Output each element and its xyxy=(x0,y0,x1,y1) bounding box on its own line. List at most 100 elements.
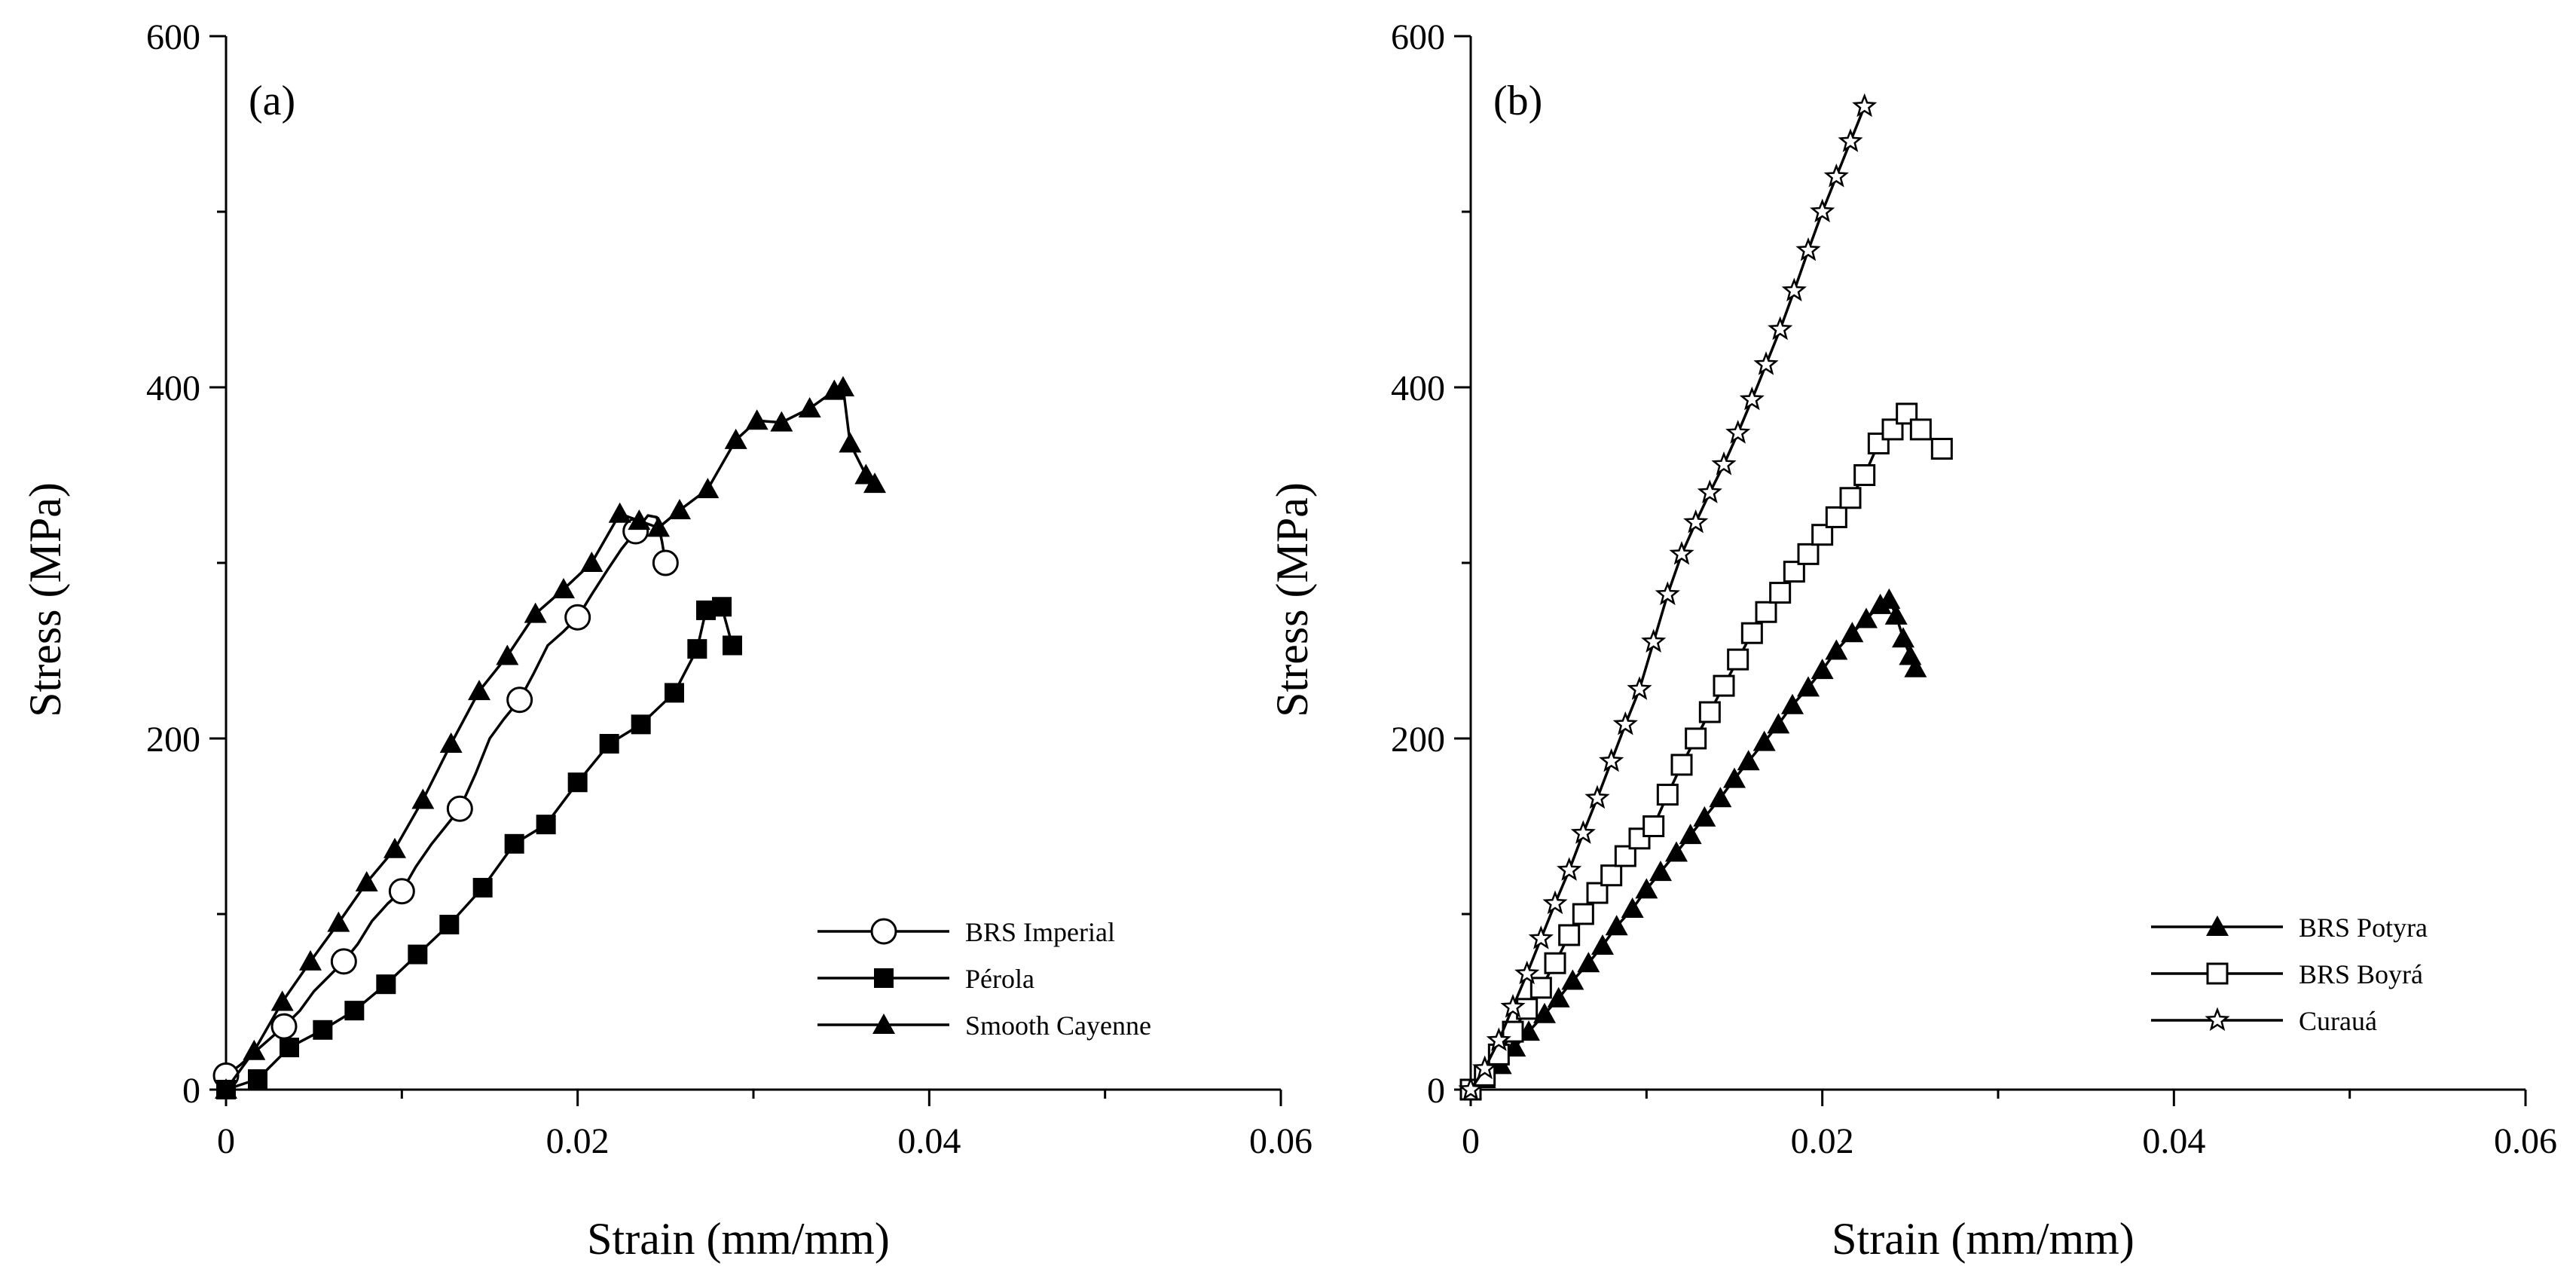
panel-a-point-smooth-cayenne xyxy=(243,1039,266,1060)
panel-b-point-brs-potyra xyxy=(1679,824,1702,845)
panel-b-legend-label-curau-: Curauá xyxy=(2299,1006,2377,1036)
panel-b-point-brs-boyr- xyxy=(1825,506,1847,528)
panel-b-point-brs-boyr- xyxy=(1896,402,1918,425)
panel-b-point-brs-potyra xyxy=(1649,861,1672,882)
panel-b-point-curau- xyxy=(1655,581,1680,606)
panel-a-series-line-brs-imperial xyxy=(225,514,672,1077)
panel-b-point-brs-potyra xyxy=(1577,952,1600,973)
panel-a-point-brs-imperial xyxy=(652,549,679,576)
panel-b-point-curau- xyxy=(1612,711,1638,735)
panel-b-point-curau- xyxy=(1458,1076,1484,1101)
panel-a-x-tick-label: 0.06 xyxy=(1249,1121,1312,1161)
panel-b-legend: BRS Potyra BRS Boyrá Curauá xyxy=(2151,913,2428,1036)
panel-b-legend-marker-brs-potyra xyxy=(2206,916,2229,936)
panel-b-legend-label-brs-potyra: BRS Potyra xyxy=(2299,913,2428,943)
panel-a-point-smooth-cayenne xyxy=(439,732,463,753)
panel-a-point-smooth-cayenne xyxy=(496,644,519,665)
panel-b-point-brs-boyr- xyxy=(1783,561,1805,583)
panel-b-point-brs-potyra xyxy=(1825,639,1848,660)
panel-a-legend-marker-brs-imperial xyxy=(870,918,897,945)
panel-b-point-brs-potyra xyxy=(1591,934,1614,955)
panel-a-legend-label-brs-imperial: BRS Imperial xyxy=(965,917,1115,947)
panel-b-point-brs-potyra xyxy=(1841,622,1864,643)
panel-a-point-smooth-cayenne xyxy=(745,409,769,430)
panel-a-point-p-rola xyxy=(687,639,707,659)
panel-a-point-smooth-cayenne xyxy=(863,472,886,494)
panel-b-legend-marker-brs-boyr- xyxy=(2206,962,2229,985)
panel-a-point-smooth-cayenne xyxy=(839,432,862,453)
panel-b-point-brs-potyra xyxy=(1781,693,1804,714)
panel-a-label: (a) xyxy=(249,78,295,124)
panel-b-point-brs-boyr- xyxy=(1670,754,1693,776)
panel-a-y-tick-label: 200 xyxy=(146,720,200,760)
panel-b-point-brs-potyra xyxy=(1709,787,1732,808)
panel-a-point-p-rola xyxy=(248,1069,267,1090)
panel-b-point-curau- xyxy=(1711,451,1737,475)
panel-b-point-brs-boyr- xyxy=(1529,977,1552,999)
panel-b-point-brs-potyra xyxy=(1693,806,1716,827)
panel-b-point-curau- xyxy=(1641,628,1667,653)
panel-a-legend: BRS Imperial Pérola Smooth Cayenne xyxy=(817,917,1151,1041)
panel-a-point-smooth-cayenne xyxy=(608,502,631,523)
panel-a-y-tick-label: 600 xyxy=(146,17,200,57)
panel-b-point-brs-potyra xyxy=(1605,915,1628,936)
panel-b-point-curau- xyxy=(1823,163,1849,188)
panel-b-point-brs-potyra xyxy=(1855,607,1878,628)
panel-b-point-curau- xyxy=(1557,857,1582,881)
panel-a-legend-marker-smooth-cayenne xyxy=(872,1014,895,1034)
panel-b-point-brs-potyra xyxy=(1723,767,1746,788)
panel-a-x-tick-label: 0.02 xyxy=(546,1121,610,1161)
panel-a-point-smooth-cayenne xyxy=(668,499,691,520)
panel-b-y-tick-label: 200 xyxy=(1391,720,1445,760)
panel-a-point-brs-imperial xyxy=(446,795,473,822)
panel-b-point-curau- xyxy=(1781,277,1807,302)
panel-b-label: (b) xyxy=(1493,78,1542,124)
panel-b-point-brs-potyra xyxy=(1561,969,1584,990)
panel-b-point-brs-potyra xyxy=(1533,1002,1556,1023)
panel-b-y-axis-title: Stress (MPa) xyxy=(1267,482,1317,717)
panel-b-point-brs-boyr- xyxy=(1586,882,1609,904)
panel-a-point-brs-imperial xyxy=(506,686,533,714)
panel-b-point-brs-boyr- xyxy=(1600,864,1623,887)
panel-b-point-curau- xyxy=(1683,509,1709,534)
panel-a-point-smooth-cayenne xyxy=(628,509,651,530)
panel-a: 0 200 400 600 0 0.02 0.04 0.06 (a) Strain (mm/m… xyxy=(20,17,1312,1264)
panel-a-series-smooth-cayenne xyxy=(215,376,886,1099)
panel-b-point-curau- xyxy=(1852,93,1878,118)
panel-b-point-brs-boyr- xyxy=(1544,952,1566,974)
panel-b-point-curau- xyxy=(1542,890,1568,915)
panel-a-x-axis-title: Strain (mm/mm) xyxy=(587,1214,890,1264)
panel-b-point-brs-potyra xyxy=(1635,878,1658,899)
panel-a-point-smooth-cayenne xyxy=(299,949,322,971)
panel-a-legend-marker-p-rola xyxy=(874,968,894,988)
panel-b-point-brs-boyr- xyxy=(1698,701,1721,723)
panel-a-point-smooth-cayenne xyxy=(215,1078,237,1099)
panel-a-point-p-rola xyxy=(472,878,493,898)
panel-b-point-curau- xyxy=(1570,820,1596,844)
panel-b-point-brs-boyr- xyxy=(1930,438,1953,460)
panel-a-point-p-rola xyxy=(376,974,396,995)
panel-b-point-brs-boyr- xyxy=(1685,727,1707,750)
panel-b-point-curau- xyxy=(1627,676,1652,700)
panel-a-point-p-rola xyxy=(723,635,742,656)
panel-b-point-brs-potyra xyxy=(1869,593,1892,614)
panel-b-x-tick-label: 0.06 xyxy=(2494,1121,2557,1161)
panel-b-point-brs-boyr- xyxy=(1614,845,1636,867)
panel-b-point-brs-boyr- xyxy=(1628,827,1651,850)
panel-a-point-smooth-cayenne xyxy=(270,990,294,1011)
panel-a-series xyxy=(212,376,886,1099)
panel-a-axes: 0 200 400 600 0 0.02 0.04 0.06 xyxy=(146,17,1312,1161)
panel-b-series-line-brs-boyr- xyxy=(1469,412,1943,1091)
panel-a-series-line-p-rola xyxy=(225,605,734,1091)
panel-a-point-smooth-cayenne xyxy=(724,428,747,449)
panel-b-point-curau- xyxy=(1599,748,1624,772)
panel-b-point-brs-boyr- xyxy=(1839,487,1862,509)
panel-a-x-tick-label: 0.04 xyxy=(897,1121,961,1161)
panel-a-y-axis-title: Stress (MPa) xyxy=(20,482,70,717)
panel-b-point-brs-boyr- xyxy=(1909,418,1932,441)
panel-a-point-p-rola xyxy=(439,914,460,934)
panel-a-point-p-rola xyxy=(536,815,556,835)
panel-b-point-brs-boyr- xyxy=(1797,543,1820,565)
panel-a-y-tick-label: 400 xyxy=(146,368,200,408)
panel-b-point-curau- xyxy=(1528,925,1554,949)
